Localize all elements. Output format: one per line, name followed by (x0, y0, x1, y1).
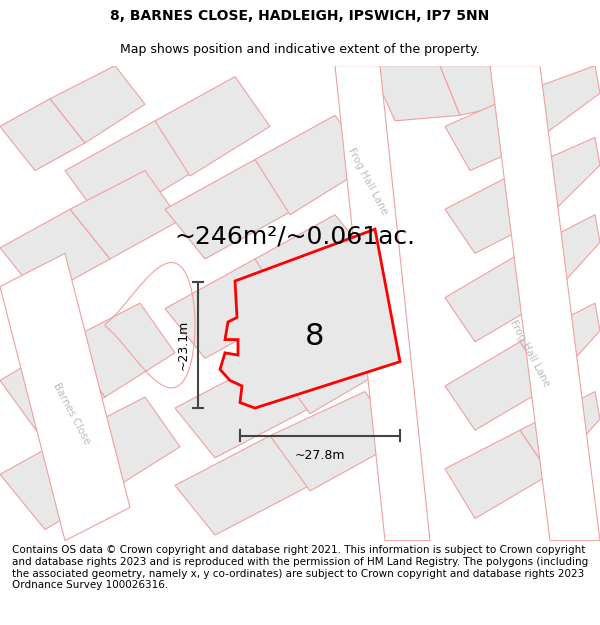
Text: Frog Hall Lane: Frog Hall Lane (346, 147, 390, 217)
Text: Contains OS data © Crown copyright and database right 2021. This information is : Contains OS data © Crown copyright and d… (12, 545, 588, 590)
Text: Frog Hall Lane: Frog Hall Lane (508, 318, 552, 388)
Polygon shape (50, 66, 145, 143)
Polygon shape (445, 430, 550, 519)
Polygon shape (520, 66, 600, 138)
Text: ~27.8m: ~27.8m (295, 449, 345, 462)
Polygon shape (0, 342, 105, 436)
Polygon shape (270, 391, 400, 491)
Polygon shape (520, 138, 600, 215)
Polygon shape (165, 259, 295, 358)
Polygon shape (70, 397, 180, 491)
Polygon shape (155, 77, 270, 176)
Polygon shape (490, 66, 600, 541)
Polygon shape (255, 215, 375, 314)
Text: ~246m²/~0.061ac.: ~246m²/~0.061ac. (175, 225, 416, 249)
Polygon shape (65, 303, 175, 397)
Polygon shape (0, 209, 110, 298)
Polygon shape (520, 215, 600, 298)
Polygon shape (335, 66, 430, 541)
Polygon shape (520, 391, 600, 474)
Polygon shape (0, 436, 110, 529)
Text: 8, BARNES CLOSE, HADLEIGH, IPSWICH, IP7 5NN: 8, BARNES CLOSE, HADLEIGH, IPSWICH, IP7 … (110, 9, 490, 23)
Polygon shape (0, 253, 130, 541)
Polygon shape (445, 342, 550, 430)
Polygon shape (220, 229, 400, 408)
Polygon shape (255, 116, 370, 215)
Polygon shape (70, 171, 180, 259)
Text: 8: 8 (305, 322, 325, 351)
Text: Barnes Close: Barnes Close (52, 381, 92, 446)
Polygon shape (165, 159, 295, 259)
Polygon shape (520, 303, 600, 386)
Polygon shape (445, 253, 550, 342)
Polygon shape (445, 171, 550, 253)
Polygon shape (0, 99, 85, 171)
Polygon shape (370, 66, 460, 121)
Polygon shape (270, 314, 395, 414)
Polygon shape (65, 121, 195, 226)
Text: ~23.1m: ~23.1m (176, 320, 190, 370)
Polygon shape (445, 93, 545, 171)
Polygon shape (175, 436, 310, 535)
Polygon shape (440, 66, 535, 116)
Polygon shape (175, 358, 310, 457)
Text: Map shows position and indicative extent of the property.: Map shows position and indicative extent… (120, 42, 480, 56)
